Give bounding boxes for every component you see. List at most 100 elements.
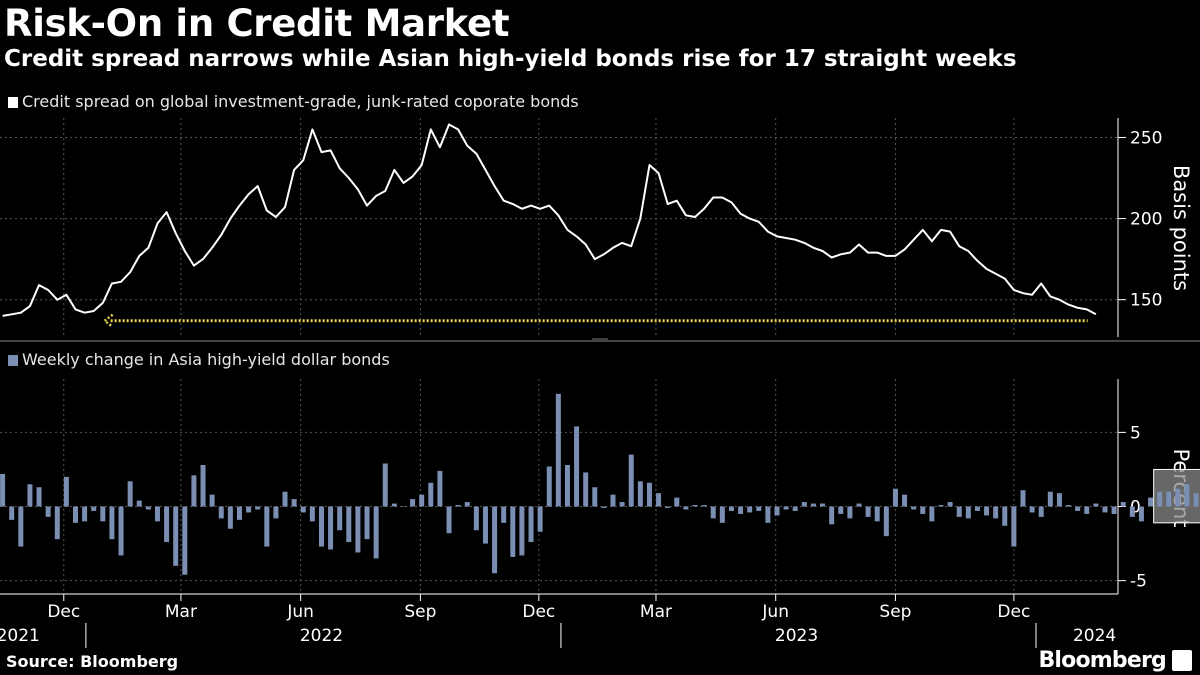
weekly-change-bar bbox=[528, 506, 534, 543]
weekly-change-bar bbox=[473, 506, 479, 531]
weekly-change-bar bbox=[1038, 506, 1044, 517]
weekly-change-bar bbox=[865, 506, 871, 517]
weekly-change-bar bbox=[1138, 506, 1144, 522]
weekly-change-bar bbox=[929, 506, 935, 522]
weekly-change-bar bbox=[1148, 497, 1154, 507]
legend-credit-spread: Credit spread on global investment-grade… bbox=[8, 92, 579, 111]
weekly-change-bar bbox=[1166, 491, 1172, 507]
weekly-change-bar bbox=[410, 499, 416, 507]
weekly-change-bar bbox=[492, 506, 498, 574]
weekly-change-bar bbox=[419, 494, 425, 507]
weekly-change-bar bbox=[72, 506, 78, 523]
weekly-change-bar bbox=[182, 506, 188, 575]
weekly-change-bar bbox=[792, 506, 798, 511]
weekly-change-bar bbox=[546, 466, 552, 507]
y-tick-label-bottom: 5 bbox=[1130, 423, 1141, 443]
weekly-change-bar bbox=[82, 506, 88, 522]
weekly-change-bar bbox=[318, 506, 324, 547]
weekly-change-bar bbox=[54, 506, 60, 540]
weekly-change-bar bbox=[45, 506, 51, 517]
weekly-change-bar bbox=[665, 506, 671, 508]
weekly-change-bar bbox=[164, 506, 170, 543]
weekly-change-bar bbox=[400, 506, 406, 508]
y-tick-label-top: 250 bbox=[1130, 128, 1162, 148]
weekly-change-bar bbox=[555, 393, 561, 507]
weekly-change-bar bbox=[701, 505, 707, 507]
weekly-change-bar bbox=[801, 502, 807, 507]
x-tick-label-year: 2023 bbox=[775, 626, 818, 646]
weekly-change-bar bbox=[519, 506, 525, 556]
weekly-change-bar bbox=[838, 506, 844, 514]
weekly-change-bar bbox=[974, 506, 980, 511]
streak-arrow-icon bbox=[102, 313, 114, 328]
weekly-change-bar bbox=[1120, 502, 1126, 507]
weekly-change-bar bbox=[300, 506, 306, 513]
weekly-change-bar bbox=[246, 506, 252, 513]
weekly-change-bar bbox=[1029, 506, 1035, 513]
weekly-change-bar bbox=[783, 506, 789, 510]
weekly-change-bar bbox=[255, 506, 261, 510]
weekly-change-bar bbox=[0, 473, 6, 507]
weekly-change-bar bbox=[328, 506, 334, 550]
weekly-change-bar bbox=[1020, 490, 1026, 507]
weekly-change-bar bbox=[63, 476, 69, 507]
weekly-change-bar bbox=[537, 506, 543, 532]
weekly-change-bar bbox=[218, 506, 224, 519]
weekly-change-bar bbox=[810, 503, 816, 507]
x-tick-label-month: Dec bbox=[522, 602, 555, 622]
x-tick-label-month: Dec bbox=[997, 602, 1030, 622]
weekly-change-bar bbox=[346, 506, 352, 543]
weekly-change-bar bbox=[364, 506, 370, 540]
weekly-change-bar bbox=[1129, 506, 1135, 517]
weekly-change-bar bbox=[610, 494, 616, 507]
weekly-change-bar bbox=[510, 506, 516, 557]
weekly-change-bar bbox=[18, 506, 24, 547]
weekly-change-bar bbox=[592, 487, 598, 507]
weekly-change-bar bbox=[747, 506, 753, 513]
weekly-change-bar bbox=[574, 426, 580, 507]
weekly-change-bar bbox=[1157, 491, 1163, 507]
weekly-change-bar bbox=[200, 465, 206, 507]
bloomberg-terminal-icon bbox=[1172, 650, 1192, 671]
legend-label-credit-spread: Credit spread on global investment-grade… bbox=[22, 92, 579, 111]
weekly-change-bar bbox=[1111, 506, 1117, 514]
weekly-change-bar bbox=[856, 503, 862, 507]
legend-swatch-line bbox=[8, 97, 18, 108]
weekly-change-bar bbox=[236, 506, 242, 520]
weekly-change-bar bbox=[564, 465, 570, 507]
weekly-change-bar bbox=[710, 506, 716, 519]
legend-asia-hy: Weekly change in Asia high-yield dollar … bbox=[8, 350, 390, 369]
weekly-change-bar bbox=[337, 506, 343, 531]
weekly-change-bar bbox=[847, 506, 853, 519]
weekly-change-bar bbox=[428, 482, 434, 507]
weekly-change-bar bbox=[291, 499, 297, 507]
weekly-change-bar bbox=[829, 506, 835, 525]
weekly-change-bar bbox=[145, 506, 151, 510]
weekly-change-bar bbox=[9, 506, 15, 520]
y-tick-label-bottom: -5 bbox=[1130, 572, 1147, 592]
weekly-change-bar bbox=[136, 500, 142, 507]
x-tick-label-month: Jun bbox=[761, 602, 789, 622]
weekly-change-bar bbox=[36, 487, 42, 507]
bloomberg-logo: Bloomberg bbox=[1038, 648, 1166, 673]
legend-swatch-bar bbox=[8, 355, 18, 366]
weekly-change-bar bbox=[683, 506, 689, 510]
weekly-change-bar bbox=[738, 506, 744, 514]
weekly-change-bar bbox=[692, 505, 698, 507]
weekly-change-bar bbox=[874, 506, 880, 522]
legend-label-asia-hy: Weekly change in Asia high-yield dollar … bbox=[22, 350, 390, 369]
weekly-change-bar bbox=[1093, 503, 1099, 507]
weekly-change-bar bbox=[446, 506, 452, 534]
weekly-change-bar bbox=[264, 506, 270, 547]
weekly-change-bar bbox=[127, 481, 133, 507]
weekly-change-bar bbox=[100, 506, 106, 522]
weekly-change-bar bbox=[902, 494, 908, 507]
weekly-change-bar bbox=[883, 506, 889, 537]
weekly-change-bar bbox=[154, 506, 160, 522]
y-tick-label-top: 150 bbox=[1130, 291, 1162, 311]
weekly-change-bar bbox=[464, 502, 470, 507]
weekly-change-bar bbox=[1102, 506, 1108, 513]
weekly-change-bar bbox=[628, 454, 634, 507]
weekly-change-bar bbox=[109, 506, 115, 540]
weekly-change-bar bbox=[646, 482, 652, 507]
